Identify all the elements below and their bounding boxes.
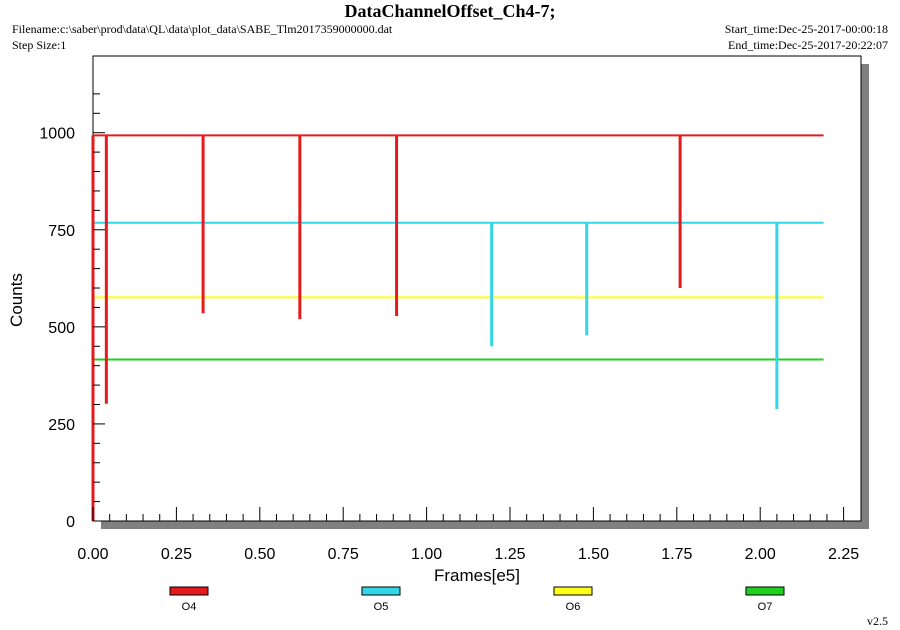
legend-label-o4: O4 xyxy=(182,601,197,613)
y-tick-label: 250 xyxy=(48,417,75,434)
legend-swatch-o7 xyxy=(745,586,785,596)
start-time-label: Start_time:Dec-25-2017-00:00:18 xyxy=(724,22,888,36)
y-tick-label: 1000 xyxy=(39,126,75,143)
legend-label-o5: O5 xyxy=(374,601,389,613)
x-tick-label: 2.25 xyxy=(828,546,859,563)
legend-swatch-o4 xyxy=(169,586,209,596)
y-axis-title: Counts xyxy=(7,273,26,327)
x-tick-label: 0.25 xyxy=(161,546,192,563)
legend: O4 O5 O6 O7 xyxy=(169,586,785,613)
y-tick-label: 0 xyxy=(66,514,75,531)
x-tick-label: 0.00 xyxy=(77,546,108,563)
plot-area xyxy=(92,55,862,522)
y-tick-label: 750 xyxy=(48,223,75,240)
legend-label-o7: O7 xyxy=(758,601,773,613)
legend-swatch-o6 xyxy=(553,586,593,596)
x-axis-title: Frames[e5] xyxy=(434,566,520,585)
x-tick-label: 1.75 xyxy=(661,546,692,563)
y-tick-label: 500 xyxy=(48,320,75,337)
x-tick-label: 1.50 xyxy=(578,546,609,563)
step-size-label: Step Size:1 xyxy=(12,38,67,52)
version-label: v2.5 xyxy=(867,614,888,628)
x-tick-label: 1.00 xyxy=(411,546,442,563)
end-time-label: End_time:Dec-25-2017-20:22:07 xyxy=(728,38,888,52)
x-tick-label: 1.25 xyxy=(494,546,525,563)
x-tick-label: 2.00 xyxy=(745,546,776,563)
series-layer xyxy=(91,134,824,521)
filename-label: Filename:c:\saber\prod\data\QL\data\plot… xyxy=(12,22,393,36)
legend-label-o6: O6 xyxy=(566,601,581,613)
x-tick-label: 0.75 xyxy=(328,546,359,563)
x-tick-label: 0.50 xyxy=(244,546,275,563)
chart-title: DataChannelOffset_Ch4-7; xyxy=(344,1,556,21)
legend-swatch-o5 xyxy=(361,586,401,596)
axis-layer: 0.00 0.25 0.50 0.75 1.00 1.25 1.50 1.75 2.00 2.25… xyxy=(39,93,859,563)
